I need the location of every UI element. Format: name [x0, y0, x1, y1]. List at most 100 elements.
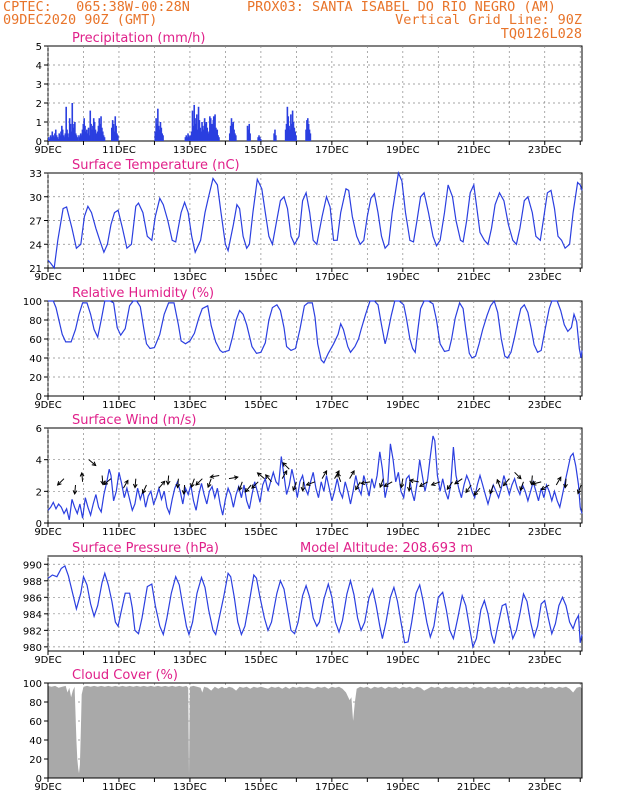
precip-bar: [186, 137, 188, 141]
wind-vector: [555, 476, 562, 486]
precip-bar: [97, 125, 100, 141]
wind-vector-head: [576, 489, 582, 495]
wind-vector-head: [407, 486, 412, 492]
wind-vector-head: [360, 480, 366, 486]
precip-bar: [92, 118, 95, 141]
precip-bar: [54, 129, 57, 141]
wind-vector: [361, 481, 371, 484]
wind-vector-head: [465, 488, 470, 494]
pres-xtick-label: 9DEC: [34, 655, 61, 666]
pres-ytick-label: 984: [23, 610, 42, 621]
precip-bar: [188, 137, 191, 141]
cloud-panel: [44, 682, 583, 782]
cloud-title: Cloud Cover (%): [72, 668, 178, 683]
precip-bar: [273, 133, 275, 141]
precip-bar: [235, 135, 237, 141]
precip-bar: [249, 133, 251, 141]
precip-bar: [78, 135, 80, 141]
precip-bar: [72, 127, 74, 141]
precip-bar: [188, 135, 190, 141]
precip-bar: [306, 120, 308, 141]
precip-bar: [115, 125, 117, 141]
precip-bar: [218, 137, 220, 141]
precip-bar: [95, 135, 98, 141]
precip-bar: [203, 118, 206, 141]
wind-vector: [74, 484, 76, 495]
pres-xtick-label: 19DEC: [386, 655, 420, 666]
cloud-xtick-label: 23DEC: [528, 782, 562, 793]
wind-xtick-label: 23DEC: [528, 527, 562, 538]
precip-title: Precipitation (mm/h): [72, 31, 205, 46]
precip-bar: [65, 106, 67, 141]
precip-bar: [189, 135, 192, 141]
precip-bar: [232, 122, 235, 141]
precip-bar: [205, 122, 208, 141]
wind-vector: [81, 472, 84, 482]
pres-ytick-label: 980: [23, 643, 42, 654]
precip-bar: [209, 118, 212, 141]
wind-vector: [419, 481, 428, 487]
precip-bar: [114, 116, 117, 141]
wind-vector-head: [305, 481, 311, 486]
precip-bar: [308, 129, 311, 141]
cloud-xtick-label: 15DEC: [244, 782, 278, 793]
precip-bar: [257, 137, 259, 141]
wind-xtick-label: 15DEC: [244, 527, 278, 538]
precip-xtick-label: 17DEC: [315, 145, 349, 156]
cloud-ytick-label: 100: [23, 679, 42, 690]
wind-vector-head: [160, 480, 166, 486]
wind-vector-head: [489, 489, 494, 495]
precip-bar: [50, 137, 53, 141]
precip-bar: [290, 114, 292, 141]
wind-vector: [251, 481, 259, 489]
wind-vector-head: [379, 483, 384, 489]
precip-bar: [274, 129, 276, 141]
cloud-xtick-label: 21DEC: [457, 782, 491, 793]
precip-xtick-label: 21DEC: [457, 145, 491, 156]
precip-xtick-label: 15DEC: [244, 145, 278, 156]
model-code: TQ0126L028: [500, 26, 582, 42]
precip-bar: [233, 129, 235, 141]
precip-bar: [155, 118, 157, 141]
wind-vector: [379, 478, 384, 488]
precip-bar: [228, 133, 231, 141]
precip-bar: [247, 129, 250, 141]
wind-series-line: [47, 435, 583, 520]
temp-xtick-label: 19DEC: [386, 272, 420, 283]
precip-bar: [101, 131, 104, 141]
precip-bar: [229, 125, 232, 141]
precip-ytick-label: 5: [36, 42, 42, 53]
precip-bar: [202, 129, 205, 141]
rh-ytick-label: 40: [29, 354, 42, 365]
precip-bar: [99, 123, 101, 141]
wind-vector-head: [244, 487, 250, 493]
wind-vector: [514, 471, 522, 480]
pres-xtick-label: 11DEC: [102, 655, 136, 666]
wind-vector: [349, 470, 355, 479]
precip-xtick-label: 19DEC: [386, 145, 420, 156]
precip-bar: [184, 137, 187, 141]
cloud-area: [48, 685, 582, 778]
wind-xtick-label: 19DEC: [386, 527, 420, 538]
precip-bar: [291, 110, 294, 141]
precip-bar: [212, 129, 214, 141]
wind-vector: [503, 478, 510, 486]
precip-bar: [85, 131, 87, 141]
cloud-xtick-label: 19DEC: [386, 782, 420, 793]
wind-vector-head: [181, 490, 187, 496]
cloud-xtick-label: 9DEC: [34, 782, 61, 793]
precip-xtick-label: 23DEC: [528, 145, 562, 156]
wind-vector-head: [430, 481, 436, 486]
rh-xtick-label: 13DEC: [173, 400, 207, 411]
wind-vector-head: [175, 483, 181, 489]
wind-vector: [564, 478, 567, 488]
rh-xtick-label: 21DEC: [457, 400, 491, 411]
wind-vector: [210, 475, 220, 478]
wind-vector-head: [399, 483, 405, 489]
precip-bar: [198, 120, 201, 141]
precip-bar: [275, 135, 277, 141]
precip-bar: [285, 123, 288, 141]
precip-bar: [196, 114, 198, 141]
precip-bar: [211, 123, 213, 141]
precip-bar: [289, 129, 291, 141]
